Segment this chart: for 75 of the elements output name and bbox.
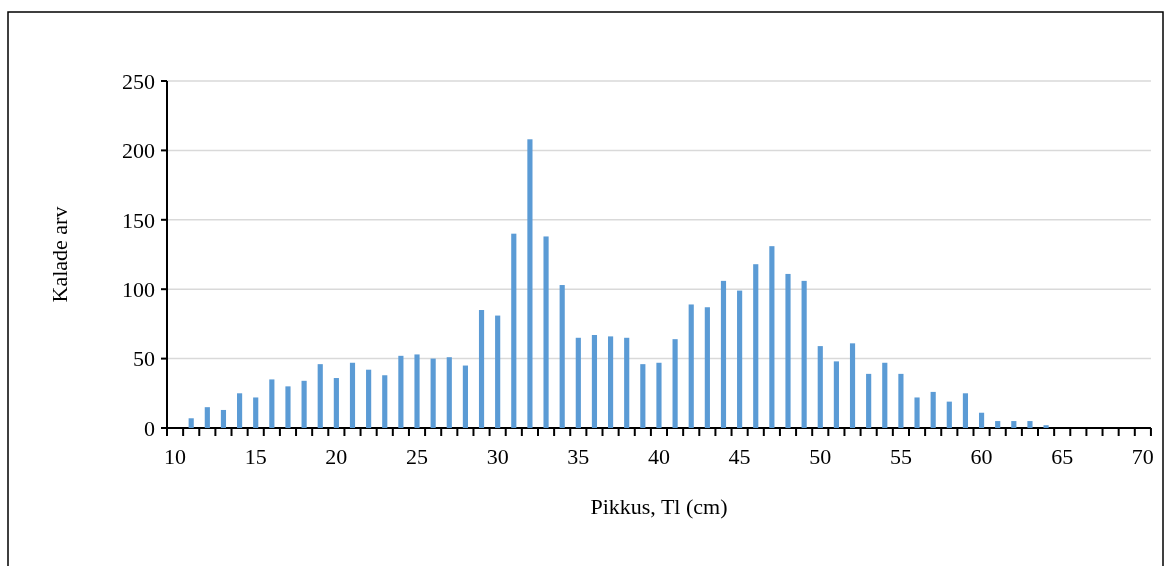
bar [656, 362, 662, 428]
bar [559, 285, 565, 428]
x-tick-label: 30 [486, 444, 509, 469]
bar [333, 378, 339, 428]
bar [704, 307, 710, 428]
bar [866, 373, 872, 428]
bar [188, 418, 194, 428]
x-tick-label: 45 [728, 444, 751, 469]
bar [446, 357, 452, 428]
y-tick-label: 100 [122, 276, 155, 302]
y-tick-label: 150 [122, 207, 155, 233]
bar [1011, 421, 1017, 428]
x-tick-label: 40 [647, 444, 670, 469]
x-tick-label: 20 [325, 444, 348, 469]
bar [737, 290, 743, 428]
y-tick-label: 200 [122, 138, 155, 164]
y-tick-label: 250 [122, 68, 155, 94]
bar [317, 364, 323, 428]
bar [672, 339, 678, 428]
bar [543, 236, 549, 428]
bar [527, 139, 533, 428]
x-tick-label: 65 [1051, 444, 1074, 469]
y-tick-label: 0 [144, 415, 155, 441]
x-tick-label: 10 [164, 444, 187, 469]
x-tick-label: 15 [244, 444, 267, 469]
bar [688, 304, 694, 428]
bar [301, 380, 307, 428]
bar [285, 386, 291, 428]
bar [720, 280, 727, 428]
bar [462, 365, 468, 428]
x-tick-label: 55 [889, 444, 912, 469]
bar [946, 401, 952, 428]
bar [930, 391, 936, 428]
bar [398, 355, 404, 428]
x-tick-label: 70 [1131, 444, 1154, 469]
bar [914, 397, 920, 428]
bar [366, 369, 372, 428]
bar [478, 310, 485, 428]
bar [640, 364, 646, 428]
bar [898, 373, 904, 428]
x-tick-label: 35 [567, 444, 590, 469]
bar [591, 335, 598, 428]
bar [430, 358, 436, 428]
bar [817, 346, 823, 428]
bar [495, 315, 501, 428]
bar [785, 273, 791, 428]
bar [995, 421, 1001, 428]
bar [204, 407, 210, 428]
bar [414, 354, 420, 428]
bar [753, 264, 759, 428]
bar [382, 375, 388, 428]
x-axis-title: Pikkus, Tl (cm) [590, 494, 728, 519]
x-tick-label: 50 [809, 444, 832, 469]
y-tick-label: 50 [133, 346, 155, 372]
bar [269, 379, 275, 428]
x-tick-label: 60 [970, 444, 993, 469]
bar [962, 393, 969, 428]
bar [253, 397, 259, 428]
bar [882, 362, 888, 428]
bar [833, 361, 839, 428]
bar [349, 362, 356, 428]
x-tick-label: 25 [406, 444, 429, 469]
bar [1043, 425, 1049, 428]
bar [511, 233, 517, 428]
bar [1027, 421, 1033, 428]
bar [624, 337, 630, 428]
bar [237, 393, 243, 428]
bar [575, 337, 581, 428]
bar [849, 343, 856, 428]
bar [801, 280, 807, 428]
bar [769, 246, 775, 428]
bar [607, 336, 614, 428]
y-axis-title: Kalade arv [47, 206, 72, 303]
bar [220, 409, 227, 428]
bar [978, 412, 985, 428]
